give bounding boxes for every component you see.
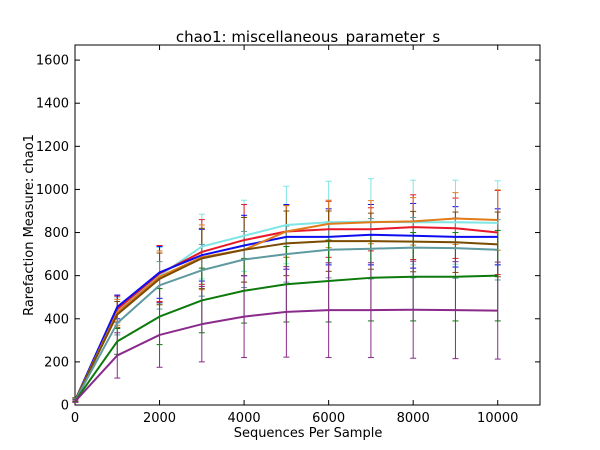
series-line-4 bbox=[74, 217, 498, 401]
x-tick-label: 2000 bbox=[143, 411, 176, 426]
x-tick-label: 8000 bbox=[397, 411, 430, 426]
y-tick-label: 200 bbox=[44, 355, 69, 370]
data-lines bbox=[74, 217, 498, 402]
axis-ticks: 0 2000 4000 6000 8000 10000 0 200 400 600 800 1000 1… bbox=[36, 45, 540, 426]
x-tick-label: 4000 bbox=[228, 411, 261, 426]
y-tick-label: 1200 bbox=[36, 140, 69, 155]
series-line-7 bbox=[74, 274, 498, 402]
y-tick-label: 400 bbox=[44, 312, 69, 327]
y-tick-label: 0 bbox=[61, 399, 69, 414]
y-tick-label: 1600 bbox=[36, 54, 69, 69]
y-tick-label: 600 bbox=[44, 269, 69, 284]
x-tick-label: 0 bbox=[71, 411, 79, 426]
plot-frame bbox=[74, 44, 541, 406]
chart-title: chao1: miscellaneous_parameter_s bbox=[176, 28, 441, 47]
series-line-8 bbox=[74, 308, 498, 402]
x-tick-label: 10000 bbox=[477, 411, 518, 426]
series-line-6 bbox=[74, 246, 498, 401]
y-tick-label: 1400 bbox=[36, 97, 69, 112]
series-line-5 bbox=[74, 240, 498, 401]
y-axis-label: Rarefaction Measure: chao1 bbox=[22, 134, 37, 316]
series-line-3 bbox=[74, 233, 498, 401]
y-tick-label: 800 bbox=[44, 226, 69, 241]
y-tick-label: 1000 bbox=[36, 183, 69, 198]
x-axis-label: Sequences Per Sample bbox=[234, 426, 383, 441]
x-tick-label: 6000 bbox=[312, 411, 345, 426]
series-line-1 bbox=[74, 220, 498, 401]
